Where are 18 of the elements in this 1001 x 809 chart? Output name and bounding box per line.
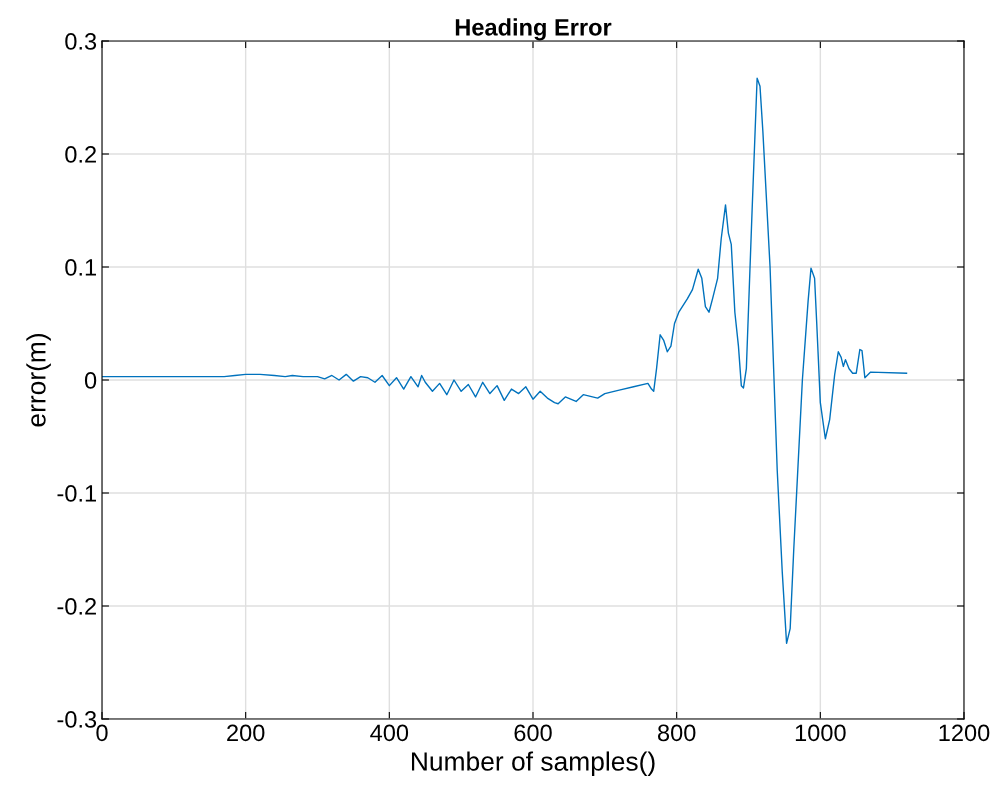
x-tick-label: 1000 <box>795 724 846 742</box>
x-tick-label: 200 <box>227 724 265 742</box>
x-axis-title: Number of samples() <box>411 751 655 777</box>
y-tick-label: -0.3 <box>57 711 97 728</box>
y-tick-label: 0.1 <box>65 259 96 276</box>
y-tick-label: 0 <box>84 372 97 389</box>
x-tick-label: 600 <box>514 724 552 742</box>
x-tick-label: 400 <box>370 724 409 742</box>
x-tick-label: 1200 <box>939 724 990 742</box>
y-tick-label: -0.2 <box>57 598 96 615</box>
y-tick-label: 0.3 <box>65 33 97 50</box>
x-tick-label: 0 <box>96 724 108 742</box>
y-axis-title: error(m) <box>26 334 51 427</box>
chart-title: Heading Error <box>455 18 612 41</box>
line-series <box>102 77 908 644</box>
x-tick-label: 800 <box>658 724 696 742</box>
y-tick-label: -0.1 <box>57 485 96 502</box>
y-tick-label: 0.2 <box>65 146 96 163</box>
